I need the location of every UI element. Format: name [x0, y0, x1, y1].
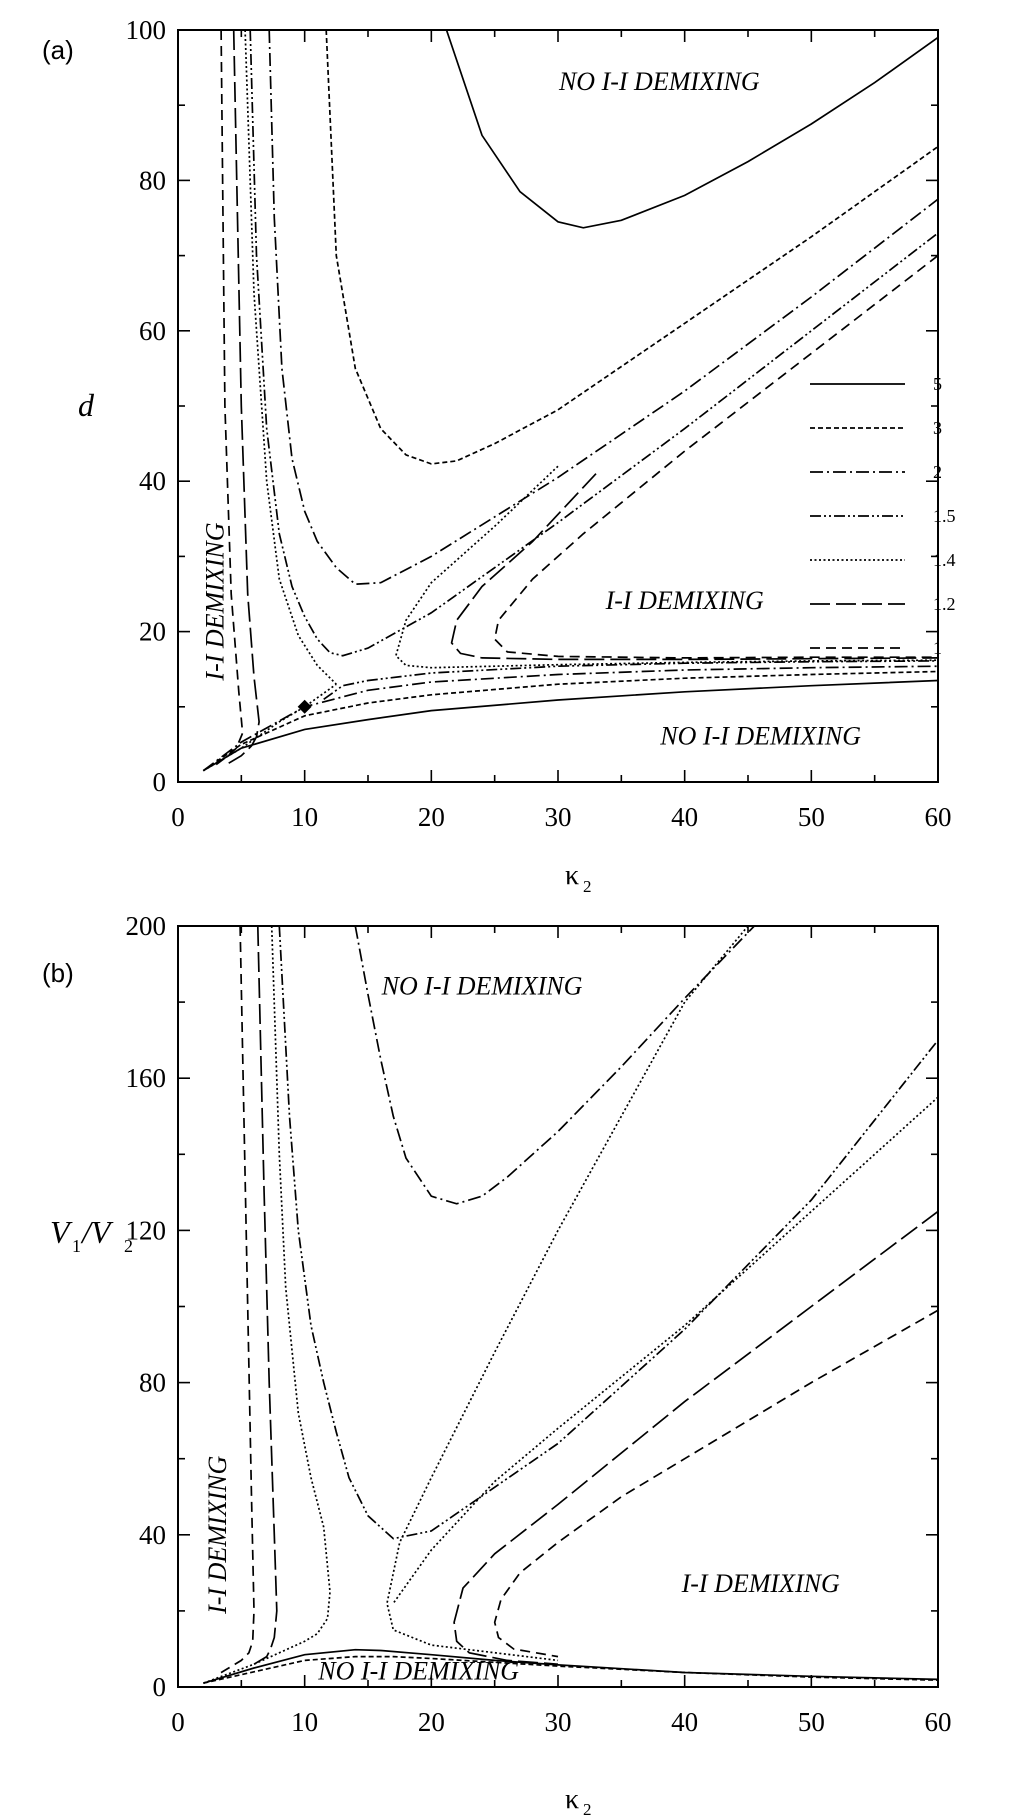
panel-b-region-label: NO I-I DEMIXING: [317, 1656, 519, 1685]
panel-a-series-5-curve: [202, 679, 938, 772]
panel-a-series-5-curve: [445, 30, 938, 229]
panel-a-series-1-2-curve: [450, 473, 938, 661]
panel-b-plot-area: 0 10 20 30 40 50 60 0 40 80 120 160 200 NO I-I DEMIXI…: [126, 911, 952, 1737]
panel-a-series-1-5-curve: [323, 660, 938, 700]
panel-b-series-2-curve: [392, 1096, 938, 1604]
panel-b-x-tick-label: 20: [418, 1707, 445, 1737]
panel-b-y-tick-label: 200: [126, 911, 167, 941]
panel-b-series-3-curve: [253, 926, 278, 1665]
panel-b-region-label: I-I DEMIXING: [203, 1456, 232, 1615]
panel-b-y-tick-label: 120: [126, 1215, 167, 1245]
panel-b-series-2-curve: [386, 926, 749, 1662]
panel-a-y-axis-label: d: [78, 387, 95, 423]
panel-b-region-label: I-I DEMIXING: [681, 1569, 840, 1598]
panel-a-legend: 5 3 2 1.5 1.4 1.2 1: [810, 374, 956, 658]
panel-b-x-tick-label: 60: [925, 1707, 952, 1737]
panel-a-series-1-4-curve: [394, 465, 938, 669]
panel-a-x-tick-label: 0: [171, 802, 185, 832]
panel-a-x-axis-label: κ 2: [565, 860, 592, 896]
panel-b-series-2-curve: [203, 926, 331, 1684]
panel-b-y-tick-label: 160: [126, 1063, 167, 1093]
panel-b-label: (b): [42, 958, 74, 988]
panel-b-y-tick-label: 0: [153, 1672, 167, 1702]
panel-a-x-axis-label-main: κ: [565, 860, 579, 891]
panel-b-y-axis-label-v1: V: [50, 1214, 73, 1250]
panel-b-x-axis-label: κ 2: [565, 1784, 592, 1817]
panel-a-series-1-2-curve: [228, 30, 260, 764]
panel-b-y-axis-label: V 1 /V 2: [50, 1214, 133, 1256]
panel-a-x-tick-label: 20: [418, 802, 445, 832]
panel-a-y-tick-label: 0: [153, 767, 167, 797]
panel-b-series-group: [203, 926, 938, 1685]
panel-a-label: (a): [42, 35, 74, 65]
panel-a-y-tick-label: 40: [139, 466, 166, 496]
panel-a-series-1-curve: [215, 30, 244, 766]
panel-a: (a) d κ 2 0 10 20 30 40 50 60 0 20 40 60 80 100 NO I-…: [42, 15, 956, 896]
panel-b-series-5-curve: [203, 1648, 938, 1685]
panel-a-y-tick-label: 100: [126, 15, 167, 45]
legend-label-3: 3: [933, 418, 942, 438]
panel-b-x-tick-label: 30: [545, 1707, 572, 1737]
legend-label-1-4: 1.4: [933, 550, 956, 570]
panel-b-x-tick-label: 50: [798, 1707, 825, 1737]
panel-a-series-1-4-curve: [202, 683, 337, 772]
panel-a-series-2-curve: [268, 30, 938, 586]
panel-a-diamond-marker: [297, 699, 312, 714]
legend-label-2: 2: [933, 462, 942, 482]
panel-b-y-tick-label: 80: [139, 1368, 166, 1398]
panel-a-x-axis-label-subscript: 2: [583, 877, 592, 896]
panel-a-region-label: NO I-I DEMIXING: [659, 721, 861, 750]
panel-b-x-tick-label: 10: [291, 1707, 318, 1737]
panel-a-x-tick-label: 50: [798, 802, 825, 832]
panel-a-y-tick-label: 80: [139, 165, 166, 195]
legend-label-1-2: 1.2: [933, 594, 956, 614]
panel-a-plot-area: 0 10 20 30 40 50 60 0 20 40 60 80 100 NO I-I DEMIXING…: [126, 15, 956, 832]
panel-a-x-tick-label: 60: [925, 802, 952, 832]
panel-b-region-label: NO I-I DEMIXING: [381, 971, 583, 1000]
panel-a-series-3-curve: [325, 30, 938, 465]
panel-b-x-tick-label: 40: [671, 1707, 698, 1737]
panel-a-region-label: NO I-I DEMIXING: [558, 67, 760, 96]
panel-b-y-axis-label-sub1: 1: [72, 1236, 81, 1256]
panel-b-y-tick-label: 40: [139, 1520, 166, 1550]
panel-b-x-axis-label-main: κ: [565, 1784, 579, 1815]
panel-a-x-tick-label: 10: [291, 802, 318, 832]
legend-label-5: 5: [933, 374, 942, 394]
panel-b-series-1-curve: [278, 926, 938, 1540]
panel-a-region-label: I-I DEMIXING: [201, 522, 230, 681]
legend-label-1-5: 1.5: [933, 506, 956, 526]
panel-a-series-1-5-curve: [249, 30, 938, 657]
panel-b-series-4-curve: [215, 926, 255, 1677]
panel-a-region-label: I-I DEMIXING: [605, 586, 764, 615]
panel-a-series-1-4-curve: [244, 30, 337, 685]
panel-a-x-tick-label: 30: [545, 802, 572, 832]
panel-b-x-tick-label: 0: [171, 1707, 185, 1737]
panel-a-y-tick-label: 60: [139, 316, 166, 346]
panel-a-series-1-curve: [493, 254, 938, 659]
panel-a-series-3-curve: [202, 670, 938, 772]
panel-a-series-2-curve: [202, 665, 938, 772]
panel-a-y-tick-label: 20: [139, 617, 166, 647]
panel-b: (b) V 1 /V 2 κ 2 0 10 20 30 40 50 60 0 40 80 120 16…: [42, 911, 952, 1817]
panel-b-y-axis-label-v2: /V: [80, 1214, 114, 1250]
panel-b-series-3-curve: [453, 1210, 938, 1666]
panel-b-series-4-curve: [493, 1309, 938, 1658]
panel-b-y-axis-label-sub2: 2: [124, 1236, 133, 1256]
legend-label-1: 1: [933, 638, 942, 658]
panel-b-x-axis-label-subscript: 2: [583, 1800, 592, 1817]
panel-b-series-0-curve: [354, 926, 755, 1205]
panel-a-series-group: [202, 30, 938, 772]
panel-a-x-tick-label: 40: [671, 802, 698, 832]
